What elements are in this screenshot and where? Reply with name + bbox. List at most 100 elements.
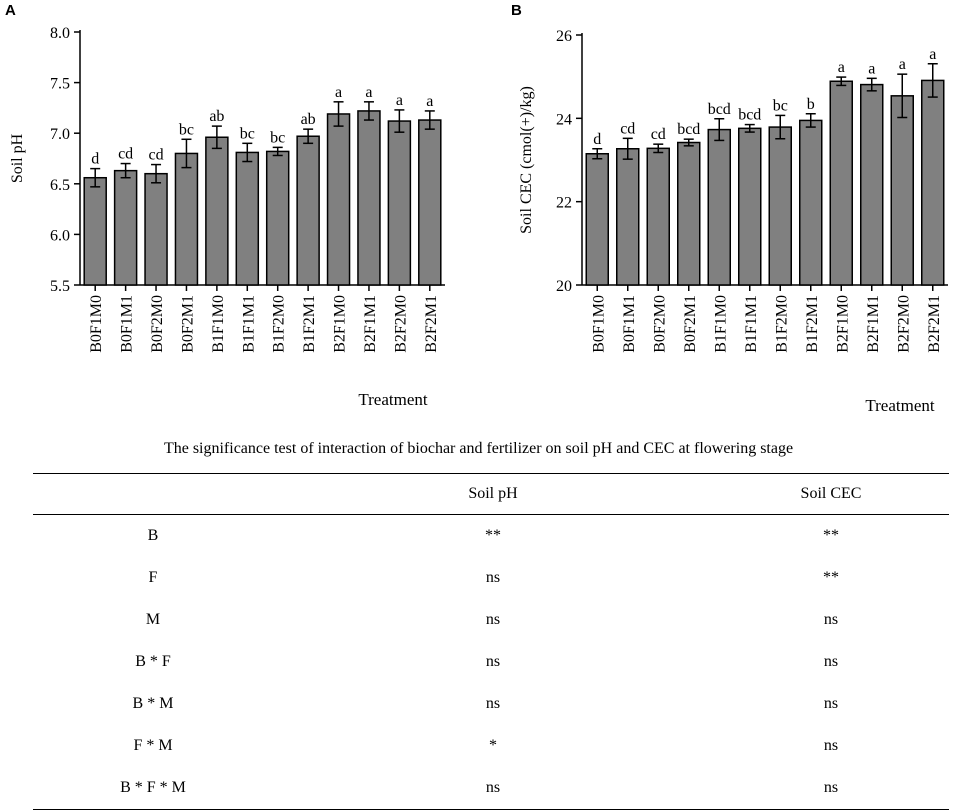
- chart-b-bar: [585, 153, 609, 286]
- chart-b-x-tick-label: B0F2M0: [651, 295, 668, 353]
- chart-a-x-tick-label: B2F1M0: [332, 295, 349, 353]
- table-row: M ns ns: [33, 599, 949, 641]
- panel-label-a: A: [5, 2, 16, 19]
- table-row: B * F * M ns ns: [33, 767, 949, 810]
- chart-b-x-tick-label: B2F2M0: [895, 295, 912, 353]
- chart-b-x-tick-label: B0F2M1: [682, 295, 699, 353]
- chart-a-x-tick-label: B1F2M1: [301, 295, 318, 353]
- table-row: B * F ns ns: [33, 641, 949, 683]
- chart-b-bar: [738, 127, 762, 286]
- table-row: F ns **: [33, 557, 949, 599]
- table-caption: The significance test of interaction of …: [163, 440, 794, 457]
- chart-b-y-tick-label: 24: [556, 111, 572, 128]
- chart-a-bar: [387, 120, 412, 286]
- chart-a-bar: [83, 176, 107, 286]
- chart-b-x-tick-label: B1F1M1: [743, 295, 760, 353]
- table-cell-soil-cec: **: [823, 527, 839, 544]
- table-cell-soil-cec: ns: [823, 653, 839, 670]
- chart-b-bar: [921, 79, 945, 286]
- chart-a-y-axis-label: Soil pH: [9, 133, 26, 183]
- chart-b-significance-label: cd: [620, 120, 635, 137]
- chart-b-bar: [829, 80, 853, 286]
- chart-b-y-tick-label: 26: [556, 28, 572, 45]
- chart-a-bar: [235, 151, 260, 286]
- table-cell-soil-ph: ns: [485, 779, 501, 796]
- table-cell-soil-ph: ns: [485, 611, 501, 628]
- chart-b-y-tick-label: 22: [556, 195, 572, 212]
- chart-a-x-tick-label: B0F2M1: [179, 295, 196, 353]
- chart-b-bar: [646, 147, 670, 286]
- chart-b-significance-label: bcd: [677, 121, 700, 138]
- chart-b-significance-label: a: [929, 46, 936, 63]
- table-row: F * M * ns: [33, 725, 949, 767]
- table-cell-soil-cec: ns: [823, 779, 839, 796]
- significance-table: Soil pH Soil CEC B ** ** F ns ** M ns ns…: [33, 473, 949, 810]
- chart-a-significance-label: bc: [270, 129, 285, 146]
- chart-a-x-tick-label: B0F1M1: [119, 295, 136, 353]
- chart-a-y-tick-label: 7.5: [50, 76, 70, 93]
- chart-a-x-tick-label: B2F2M0: [392, 295, 409, 353]
- chart-a-significance-label: bc: [240, 125, 255, 142]
- chart-a-bar: [326, 113, 351, 286]
- chart-a-bar: [357, 110, 381, 286]
- chart-a-significance-label: a: [335, 84, 342, 101]
- chart-b-x-tick-label: B1F2M1: [804, 295, 821, 353]
- table-cell-factor: B: [147, 527, 159, 544]
- chart-a-y-tick-label: 5.5: [50, 278, 70, 295]
- chart-a-bar: [418, 119, 442, 286]
- chart-b-x-tick-label: B2F2M1: [926, 295, 943, 353]
- chart-b-significance-label: bcd: [738, 107, 761, 124]
- table-header-row: Soil pH Soil CEC: [33, 473, 949, 515]
- chart-a-significance-label: a: [396, 92, 403, 109]
- chart-b-bar: [768, 126, 792, 286]
- chart-a-x-tick-label: B0F2M0: [149, 295, 166, 353]
- chart-a-significance-label: d: [91, 151, 99, 168]
- chart-b-x-tick-label: B0F1M1: [621, 295, 638, 353]
- chart-b-bar: [799, 119, 823, 286]
- chart-b-x-axis-label: Treatment: [865, 396, 935, 415]
- chart-b-significance-label: a: [838, 59, 845, 76]
- chart-b-x-tick-label: B0F1M0: [590, 295, 607, 353]
- chart-a-significance-label: a: [426, 93, 433, 110]
- table-cell-factor: F: [148, 569, 158, 586]
- table-cell-factor: B * F * M: [120, 779, 186, 796]
- chart-b-y-tick-label: 20: [556, 278, 572, 295]
- chart-b-x-tick-label: B1F2M0: [773, 295, 790, 353]
- chart-b-significance-label: b: [807, 96, 815, 113]
- table-row: B ** **: [33, 515, 949, 558]
- chart-a-bar: [296, 135, 320, 286]
- chart-b-bar: [616, 148, 640, 286]
- chart-b-bar: [860, 83, 884, 286]
- table-cell-soil-ph: *: [489, 737, 497, 754]
- chart-b-significance-label: d: [593, 131, 601, 148]
- chart-b-bar: [677, 141, 701, 286]
- chart-a-x-tick-label: B0F1M0: [88, 295, 105, 353]
- chart-a-x-tick-label: B2F1M1: [362, 295, 379, 353]
- table-cell-soil-ph: ns: [485, 653, 501, 670]
- panel-label-b: B: [511, 2, 522, 19]
- chart-a-y-tick-label: 6.5: [50, 177, 70, 194]
- table-cell-factor: B * M: [132, 695, 174, 712]
- chart-a-y-tick-label: 6.0: [50, 227, 70, 244]
- table-cell-soil-ph: **: [485, 527, 501, 544]
- table-header-soil-ph: Soil pH: [468, 485, 518, 502]
- chart-a-y-tick-label: 7.0: [50, 126, 70, 143]
- chart-a-significance-label: bc: [179, 121, 194, 138]
- chart-a-bar: [144, 172, 168, 286]
- chart-b-significance-label: cd: [651, 126, 666, 143]
- chart-a-x-tick-label: B1F2M0: [271, 295, 288, 353]
- chart-a-significance-label: cd: [148, 147, 163, 164]
- chart-a-significance-label: cd: [118, 146, 133, 163]
- chart-a-significance-label: ab: [301, 111, 316, 128]
- chart-a-bar: [205, 136, 229, 286]
- table-cell-factor: B * F: [135, 653, 171, 670]
- chart-b-x-tick-label: B2F1M0: [834, 295, 851, 353]
- chart-b-significance-label: a: [899, 56, 906, 73]
- chart-a-bar: [113, 169, 138, 286]
- chart-a-bar: [174, 152, 199, 286]
- chart-a-x-tick-label: B1F1M0: [210, 295, 227, 353]
- chart-b-x-tick-label: B2F1M1: [865, 295, 882, 353]
- chart-a-significance-label: a: [365, 84, 372, 101]
- table-row: B * M ns ns: [33, 683, 949, 725]
- chart-b-significance-label: a: [868, 60, 875, 77]
